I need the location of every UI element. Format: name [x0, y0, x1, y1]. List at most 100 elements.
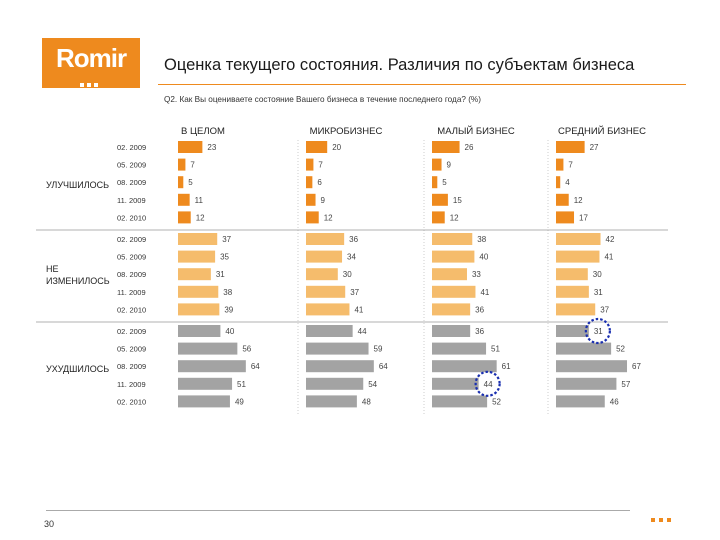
data-label: 54	[368, 380, 377, 389]
romir-logo: Romir	[42, 38, 140, 88]
bar	[556, 193, 569, 206]
highlight-circle	[474, 370, 501, 397]
data-label: 12	[196, 213, 205, 222]
survey-question: Q2. Как Вы оцениваете состояние Вашего б…	[164, 95, 481, 104]
period-label: 08. 2009	[117, 270, 146, 279]
data-label: 51	[237, 380, 246, 389]
data-label: 40	[225, 327, 234, 336]
bar	[556, 141, 585, 153]
bar	[306, 342, 369, 355]
bar	[306, 193, 316, 206]
data-label: 59	[374, 345, 383, 354]
bar	[306, 268, 338, 281]
bar	[178, 158, 186, 171]
footer-dots-icon	[651, 509, 675, 527]
bar	[306, 211, 319, 224]
data-label: 15	[453, 196, 462, 205]
bar	[556, 377, 617, 390]
period-label: 05. 2009	[117, 161, 146, 170]
data-label: 9	[447, 161, 452, 170]
bar	[306, 285, 346, 298]
bar	[432, 141, 460, 153]
data-label: 52	[616, 345, 625, 354]
bar	[306, 303, 350, 316]
bar	[556, 360, 628, 373]
data-label: 44	[358, 327, 367, 336]
bar	[178, 193, 190, 206]
logo-wordmark: Romir	[55, 43, 127, 73]
period-label: 02. 2010	[117, 397, 146, 406]
bar	[432, 268, 467, 281]
data-label: 42	[606, 235, 615, 244]
bar	[306, 176, 313, 189]
group-label: ИЗМЕНИЛОСЬ	[46, 276, 110, 286]
bar	[556, 325, 589, 337]
bar	[306, 377, 364, 390]
bar	[432, 158, 442, 171]
bar	[178, 360, 246, 373]
bar	[178, 233, 218, 245]
bar	[178, 176, 184, 189]
period-label: 08. 2009	[117, 362, 146, 371]
bar	[306, 360, 374, 373]
data-label: 33	[472, 270, 481, 279]
period-label: 02. 2009	[117, 235, 146, 244]
data-label: 38	[477, 235, 486, 244]
period-label: 02. 2010	[117, 305, 146, 314]
data-label: 61	[502, 362, 511, 371]
data-label: 9	[321, 196, 326, 205]
data-label: 7	[568, 161, 573, 170]
bar	[306, 158, 314, 171]
data-label: 39	[224, 305, 233, 314]
period-label: 11. 2009	[117, 380, 146, 389]
bar	[178, 325, 221, 337]
bar	[556, 233, 601, 245]
column-header: МИКРОБИЗНЕС	[310, 126, 383, 137]
bar	[556, 342, 612, 355]
bar	[178, 285, 219, 298]
data-label: 57	[621, 380, 630, 389]
highlight-circle	[584, 317, 611, 345]
data-label: 41	[354, 305, 363, 314]
data-label: 36	[475, 327, 484, 336]
data-label: 12	[324, 213, 333, 222]
data-label: 52	[492, 397, 501, 406]
data-label: 5	[442, 178, 447, 187]
data-label: 37	[350, 288, 359, 297]
bar	[178, 303, 220, 316]
data-label: 35	[220, 253, 229, 262]
data-label: 31	[594, 288, 603, 297]
data-label: 31	[216, 270, 225, 279]
bar	[556, 211, 575, 224]
data-label: 6	[317, 178, 322, 187]
bar	[178, 250, 216, 263]
bar	[178, 377, 233, 390]
bar	[556, 285, 589, 298]
data-label: 56	[242, 345, 251, 354]
bar	[432, 211, 445, 224]
bar	[306, 325, 353, 337]
period-label: 02. 2009	[117, 327, 146, 336]
data-label: 11	[195, 196, 204, 205]
bar	[432, 233, 473, 245]
title-underline	[158, 84, 686, 85]
bar	[306, 395, 357, 408]
data-label: 12	[574, 196, 583, 205]
bar	[432, 285, 476, 298]
bar	[556, 250, 600, 263]
data-label: 64	[251, 362, 260, 371]
bar	[432, 360, 497, 373]
bar	[306, 250, 343, 263]
data-label: 34	[347, 253, 356, 262]
page-number: 30	[44, 519, 55, 529]
data-label: 64	[379, 362, 388, 371]
data-label: 5	[188, 178, 193, 187]
period-label: 02. 2009	[117, 143, 146, 152]
period-label: 05. 2009	[117, 253, 146, 262]
data-label: 36	[349, 235, 358, 244]
data-label: 48	[362, 397, 371, 406]
data-label: 41	[480, 288, 489, 297]
bar	[178, 268, 211, 281]
bar	[178, 141, 203, 153]
